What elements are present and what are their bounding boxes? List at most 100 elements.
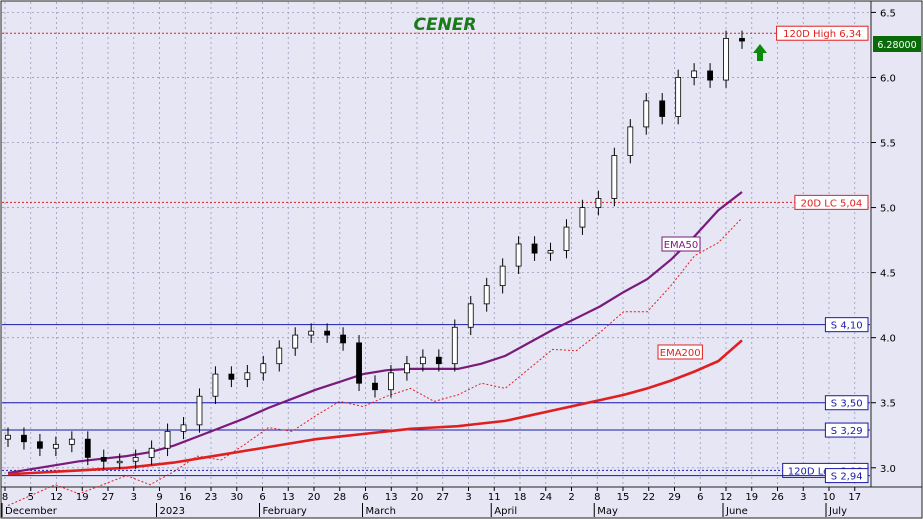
x-tick-label: 11 <box>488 492 501 503</box>
candle-body <box>84 438 91 458</box>
candle-body <box>308 330 315 336</box>
candle-body <box>100 456 107 462</box>
level-label: S 3,50 <box>831 399 863 410</box>
x-tick-label: 8 <box>594 492 600 503</box>
level-label: 120D High 6,34 <box>783 29 861 40</box>
ema-label-box <box>657 344 703 360</box>
candle-body <box>356 342 362 384</box>
y-tick-label: 4.0 <box>880 334 896 345</box>
candle-body <box>21 434 27 443</box>
x-tick-label: 12 <box>720 492 733 503</box>
level-label: S 3,29 <box>831 426 863 437</box>
month-label: April <box>494 506 517 517</box>
last-price-box: 6.28000 <box>873 36 921 52</box>
candle-body <box>372 382 378 391</box>
plot-area <box>0 0 872 488</box>
candle-body <box>579 207 586 228</box>
x-tick-label: 17 <box>848 492 861 503</box>
candle-body <box>260 363 267 374</box>
x-tick-label: 26 <box>771 492 784 503</box>
x-tick-label: 3 <box>465 492 471 503</box>
level-lines: 120D High 6,34 20D LC 5,04 S 4,10 S 3,50 S 3… <box>2 25 870 484</box>
y-tick-label: 4.5 <box>880 269 896 280</box>
x-tick-label: 29 <box>668 492 681 503</box>
candle-body <box>388 372 394 391</box>
x-tick-label: 16 <box>179 492 192 503</box>
x-tick-label: 13 <box>282 492 295 503</box>
month-label: February <box>263 506 307 517</box>
x-tick-label: 18 <box>514 492 527 503</box>
candle-body <box>451 326 458 365</box>
candle-body <box>37 441 43 449</box>
candle-body <box>68 438 75 445</box>
level-label: S 2,94 <box>831 472 863 483</box>
candle-body <box>499 265 506 287</box>
candle-body <box>52 443 59 449</box>
candle-body <box>643 100 650 128</box>
candle-body <box>196 395 203 426</box>
candle-body <box>467 303 474 328</box>
x-tick-label: 30 <box>230 492 243 503</box>
x-tick-label: 24 <box>539 492 552 503</box>
candle-body <box>419 356 426 365</box>
y-tick-label: 5.5 <box>880 139 896 150</box>
y-axis: 6.5 6.0 5.5 5.0 4.5 4.0 3.5 3.0 <box>871 8 896 475</box>
level-label-box <box>794 194 869 210</box>
x-tick-label: 27 <box>102 492 115 503</box>
up-arrow-icon <box>753 44 767 61</box>
x-tick-label: 2 <box>568 492 574 503</box>
time-axis-panel <box>0 486 923 519</box>
y-tick-label: 6.0 <box>880 73 896 84</box>
level-label-box <box>824 395 869 411</box>
candle-body <box>595 198 602 208</box>
level-label: S 4,10 <box>831 321 863 332</box>
x-axis: 8 5 12 19 27 3 9 16 23 30 6 13 20 28 6 13 20 27 3 11 18 24 2 8 1… <box>1 487 861 517</box>
ema-label-box <box>661 236 701 252</box>
candle-body <box>324 330 331 336</box>
candle-body <box>292 334 299 349</box>
month-label: May <box>597 506 618 517</box>
month-label: June <box>725 506 748 517</box>
x-tick-label: 20 <box>411 492 424 503</box>
candle-body <box>5 434 11 440</box>
price-axis-panel <box>870 0 923 488</box>
x-tick-label: 9 <box>156 492 162 503</box>
candle-body <box>547 250 554 254</box>
candle-body <box>659 100 666 117</box>
x-tick-label: 6 <box>259 492 265 503</box>
month-label: July <box>828 506 847 517</box>
candle-body <box>116 460 123 464</box>
level-label: 20D LC 5,04 <box>801 198 863 209</box>
x-tick-label: 10 <box>823 492 836 503</box>
x-tick-label: 23 <box>205 492 218 503</box>
candle-body <box>627 126 634 156</box>
candle-body <box>483 285 490 305</box>
candle-body <box>244 372 251 380</box>
level-label-box <box>824 317 869 333</box>
month-label: March <box>366 506 396 517</box>
candle-body <box>723 38 729 81</box>
candle-body <box>435 356 442 365</box>
x-tick-label: 6 <box>362 492 368 503</box>
candle-body <box>739 38 745 42</box>
y-tick-label: 6.5 <box>880 8 896 19</box>
level-label-box <box>776 25 869 41</box>
candle-body <box>276 347 283 365</box>
x-tick-label: 20 <box>308 492 321 503</box>
candle-body <box>531 243 538 254</box>
last-price-bg <box>873 36 921 52</box>
candlesticks <box>5 30 745 470</box>
x-tick-label: 15 <box>617 492 630 503</box>
month-label: December <box>5 506 58 517</box>
moving-averages: EMA50 EMA200 <box>7 191 743 506</box>
level-label-box <box>824 422 869 438</box>
x-tick-label: 3 <box>131 492 137 503</box>
x-tick-label: 27 <box>436 492 449 503</box>
candle-body <box>132 456 139 462</box>
candle-body <box>515 243 522 267</box>
candle-body <box>180 424 187 432</box>
chart-title: CENER <box>413 15 476 35</box>
candle-body <box>404 363 410 374</box>
x-tick-label: 19 <box>745 492 758 503</box>
